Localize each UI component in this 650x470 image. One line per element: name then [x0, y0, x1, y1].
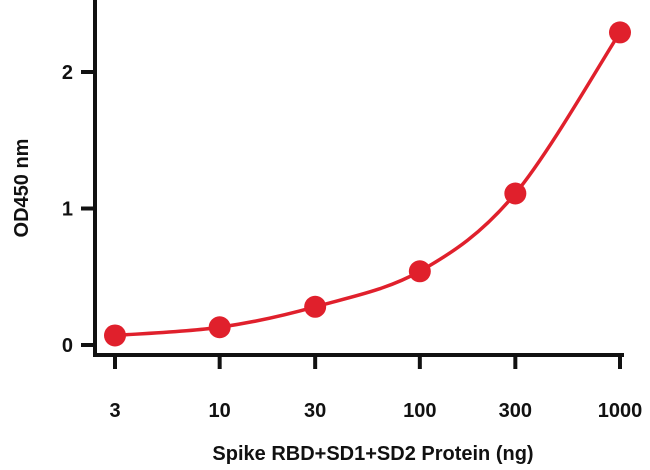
y-axis-title: OD450 nm: [11, 139, 33, 238]
x-ticks: 3 10 30 100 300 1000: [109, 355, 642, 422]
y-tick-label: 0: [62, 335, 73, 357]
y-ticks: 0 1 2: [62, 62, 95, 357]
x-tick-label: 3: [109, 400, 120, 422]
data-point: [609, 21, 631, 44]
x-tick-label: 300: [499, 400, 532, 422]
y-tick-label: 2: [62, 62, 73, 84]
x-tick-label: 100: [403, 400, 436, 422]
x-tick-label: 10: [209, 400, 231, 422]
data-point: [504, 182, 527, 205]
x-tick-label: 30: [304, 400, 326, 422]
series-line: [114, 31, 622, 338]
data-point: [208, 316, 231, 339]
series-layer: [104, 21, 631, 347]
data-point: [104, 324, 126, 347]
data-point: [408, 260, 431, 283]
axes: [93, 0, 624, 357]
y-tick-label: 1: [62, 199, 73, 221]
x-axis-title: Spike RBD+SD1+SD2 Protein (ng): [212, 443, 533, 465]
x-tick-label: 1000: [598, 400, 643, 422]
data-point: [304, 295, 327, 318]
